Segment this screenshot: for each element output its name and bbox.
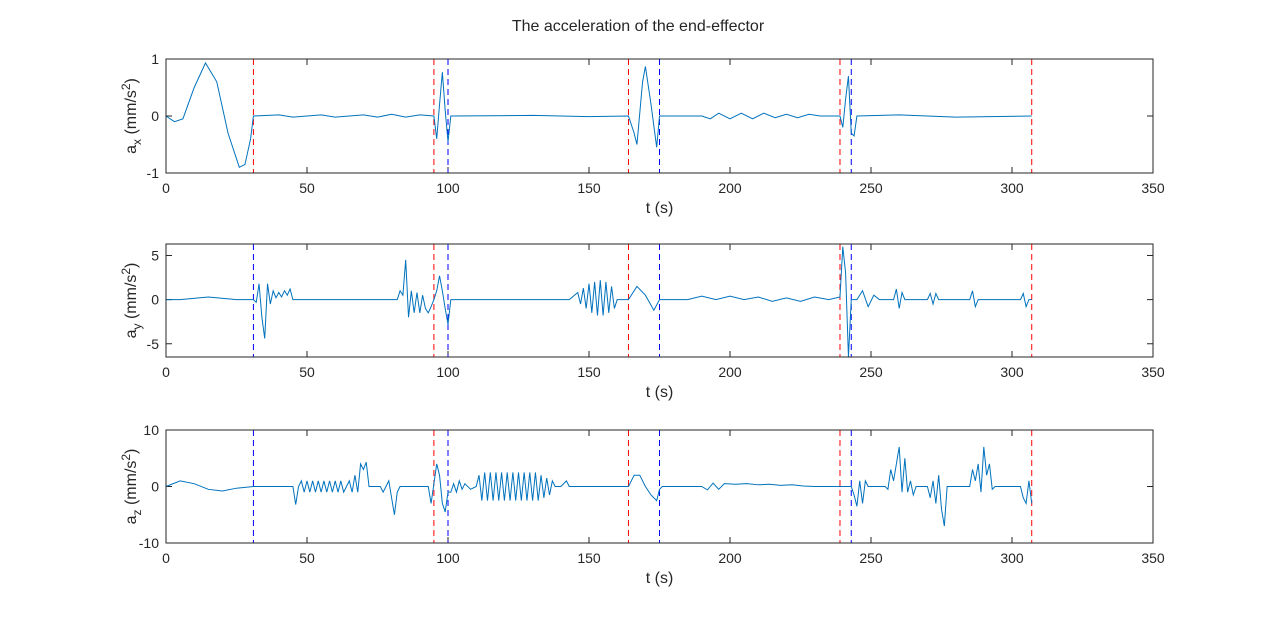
x-tick-label: 300 <box>1000 364 1024 380</box>
x-tick-label: 150 <box>577 550 601 566</box>
x-tick-label: 0 <box>162 364 170 380</box>
x-tick-label: 150 <box>577 364 601 380</box>
x-tick-label: 50 <box>299 550 315 566</box>
x-tick-label: 50 <box>299 364 315 380</box>
x-tick-label: 100 <box>436 180 460 196</box>
y-axis-label-part: x <box>130 139 144 145</box>
y-axis-label-part: ) <box>123 78 140 83</box>
y-tick-label: 10 <box>143 422 159 438</box>
data-line <box>166 246 1032 358</box>
x-tick-label: 100 <box>436 364 460 380</box>
x-tick-label: 0 <box>162 180 170 196</box>
x-tick-label: 200 <box>718 180 742 196</box>
y-axis-label-part: 2 <box>119 454 133 461</box>
y-axis-label-part: ) <box>123 449 140 454</box>
x-axis-label: t (s) <box>646 570 674 587</box>
y-axis-label-part: z <box>130 509 144 515</box>
x-tick-label: 250 <box>859 180 883 196</box>
x-tick-label: 300 <box>1000 550 1024 566</box>
y-axis-label-part: y <box>130 323 144 329</box>
y-axis-label-part: (mm/s <box>123 275 140 324</box>
y-axis-label-part: a <box>123 515 140 524</box>
x-axis-label: t (s) <box>646 200 674 217</box>
x-tick-label: 100 <box>436 550 460 566</box>
data-line <box>165 446 1033 527</box>
y-axis-label-part: (mm/s <box>123 461 140 510</box>
x-tick-label: 250 <box>859 550 883 566</box>
figure-title: The acceleration of the end-effector <box>512 18 765 35</box>
y-axis-label-part: (mm/s <box>123 90 140 139</box>
y-tick-label: 0 <box>151 479 159 495</box>
data-line <box>165 61 1032 169</box>
x-tick-label: 350 <box>1141 550 1165 566</box>
y-axis-label-part: 2 <box>119 268 133 275</box>
x-tick-label: 200 <box>718 550 742 566</box>
x-axis-label: t (s) <box>646 384 674 401</box>
y-axis-label: ax (mm/s2) <box>119 78 144 154</box>
y-axis-label-part: a <box>123 329 140 338</box>
y-axis-label-part: a <box>123 145 140 154</box>
y-tick-label: -1 <box>147 165 160 181</box>
x-tick-label: 150 <box>577 180 601 196</box>
axes-box <box>165 243 1154 358</box>
y-axis-label-part: ) <box>123 263 140 268</box>
x-tick-label: 300 <box>1000 180 1024 196</box>
axes-box <box>165 58 1154 174</box>
x-tick-label: 250 <box>859 364 883 380</box>
y-tick-label: -10 <box>139 535 159 551</box>
y-tick-label: 0 <box>151 108 159 124</box>
x-tick-label: 200 <box>718 364 742 380</box>
axes-box <box>165 429 1154 544</box>
y-tick-label: 0 <box>151 292 159 308</box>
y-tick-label: 5 <box>151 247 159 263</box>
x-tick-label: 350 <box>1141 364 1165 380</box>
x-tick-label: 50 <box>299 180 315 196</box>
y-axis-label-part: 2 <box>119 83 133 90</box>
x-tick-label: 0 <box>162 550 170 566</box>
y-tick-label: 1 <box>151 51 159 67</box>
y-axis-label: az (mm/s2) <box>119 449 144 525</box>
y-axis-label: ay (mm/s2) <box>119 263 144 339</box>
x-tick-label: 350 <box>1141 180 1165 196</box>
y-tick-label: -5 <box>147 336 160 352</box>
